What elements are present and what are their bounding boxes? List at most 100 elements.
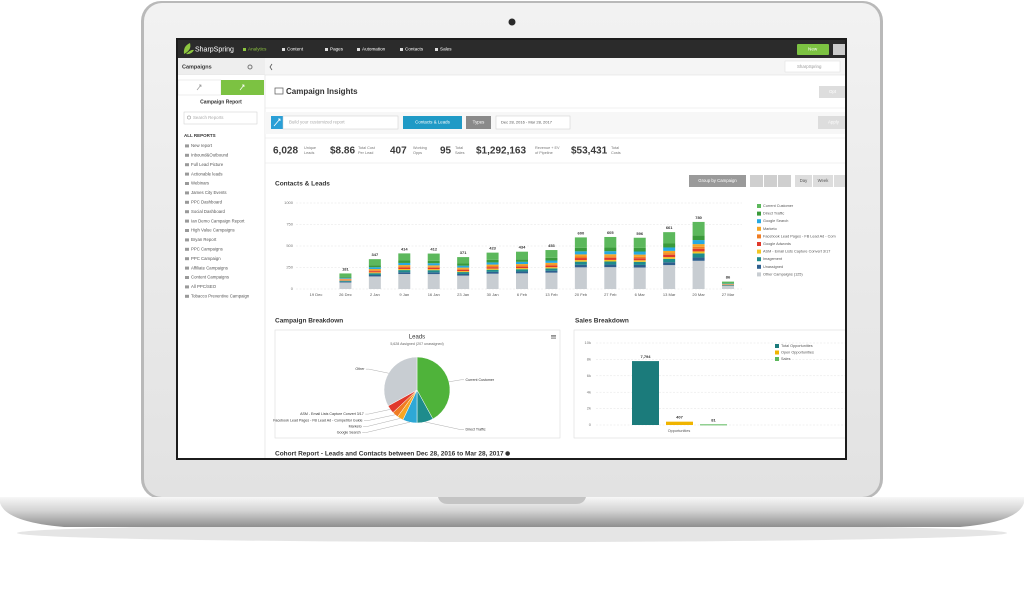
legend-swatch — [775, 344, 779, 348]
nav-item[interactable]: Content — [287, 47, 304, 52]
nav-user — [833, 44, 845, 55]
slice-label: Other — [355, 367, 365, 371]
leader-line — [448, 379, 464, 382]
slice-label: ASM - Email Lists Capture Convert 3/17 — [300, 412, 364, 416]
report-link[interactable]: Content Campaigns — [191, 275, 229, 280]
bar-segment — [663, 247, 676, 251]
x-tick-label: 30 Jan — [487, 292, 499, 297]
date-input[interactable] — [495, 115, 571, 130]
account-name: SharpSpring — [797, 64, 822, 69]
bar-segment — [663, 243, 676, 248]
legend-swatch — [757, 257, 761, 262]
chart-type-button[interactable] — [750, 175, 763, 187]
legend-label: Direct Traffic — [763, 212, 784, 216]
period-button[interactable] — [795, 175, 812, 187]
nav-item[interactable]: Sales — [440, 47, 452, 52]
bar-segment — [633, 237, 646, 248]
bar-segment — [604, 254, 617, 257]
report-link[interactable]: Tobacco Preventive Campaign — [191, 294, 250, 299]
report-link[interactable]: Full Lead Picture — [191, 162, 224, 167]
report-link[interactable]: Actionable leads — [191, 171, 223, 176]
nav-item[interactable]: Contacts — [405, 47, 424, 52]
bar-segment — [486, 259, 499, 263]
screen: SharpSpring Analytics Content Pages Automati… — [178, 40, 849, 458]
bar-segment — [633, 256, 646, 259]
y-tick-label: 6k — [587, 373, 591, 378]
gear-icon — [247, 64, 253, 70]
report-link[interactable]: Inbound&Outbound — [191, 153, 229, 158]
bar-segment — [574, 254, 587, 257]
chart-subtitle: 5,628 Assigned (207 unassigned) — [390, 342, 443, 346]
bar-segment — [368, 271, 381, 273]
builder-input[interactable] — [282, 115, 399, 130]
nav-item[interactable]: Analytics — [248, 47, 267, 52]
report-link[interactable]: PPC Campaign — [191, 256, 221, 261]
nav-icon — [435, 48, 438, 51]
bar-total-label: 780 — [695, 215, 702, 220]
legend-label: Facebook Lead Pages - FB Lead Ad - Com — [763, 234, 836, 238]
sidebar-tab-active[interactable] — [221, 80, 264, 95]
report-link[interactable]: New report — [191, 143, 213, 148]
report-link[interactable]: Ian Demo Campaign Report — [191, 218, 245, 223]
report-link[interactable]: PPC Dashboard — [191, 200, 223, 205]
new-button[interactable] — [797, 44, 829, 55]
bar-total-label: 434 — [519, 245, 526, 250]
kpi-label: of Pipeline — [535, 151, 553, 155]
bar-segment — [604, 247, 617, 252]
menu-icon — [551, 335, 556, 336]
bar-segment — [516, 265, 529, 267]
sidebar-tab[interactable] — [178, 79, 222, 96]
bar — [632, 361, 659, 425]
kpi-value: 95 — [440, 146, 452, 157]
bar-segment — [368, 273, 381, 275]
bar — [666, 421, 693, 425]
leader-line — [363, 418, 401, 427]
report-link[interactable]: All PPC/SEO — [191, 284, 217, 289]
kpi-value: 6,028 — [273, 146, 298, 157]
bar-segment — [486, 252, 499, 260]
report-link[interactable]: PPC Campaigns — [191, 247, 223, 252]
filter-button[interactable] — [403, 116, 462, 129]
bar-segment — [545, 265, 558, 268]
bar-segment — [604, 256, 617, 258]
new-button-label[interactable]: New — [808, 47, 818, 52]
period-button[interactable] — [813, 175, 833, 187]
report-icon — [185, 229, 189, 232]
bar-segment — [457, 271, 470, 273]
chart-type-button[interactable] — [778, 175, 791, 187]
options-button[interactable] — [819, 86, 849, 98]
page-title-icon — [274, 87, 284, 95]
report-link[interactable]: Affiliate Campaigns — [191, 265, 228, 270]
menu-icon — [551, 337, 556, 339]
bar-segment — [427, 260, 440, 264]
kpi-value: $8.86 — [330, 146, 355, 157]
bar-segment — [692, 260, 705, 289]
report-link[interactable]: Social Dashboard — [191, 209, 226, 214]
report-link[interactable]: High Value Campaigns — [191, 228, 235, 233]
y-tick-label: 500 — [286, 243, 293, 248]
period-button[interactable] — [834, 175, 846, 187]
bar-segment — [604, 236, 617, 248]
legend-swatch — [757, 272, 761, 277]
search-box[interactable] — [183, 111, 258, 125]
nav-item[interactable]: Pages — [330, 47, 344, 52]
types-button[interactable] — [466, 116, 491, 129]
pie-slice — [416, 356, 451, 420]
nav-item[interactable]: Automation — [362, 47, 386, 52]
report-link[interactable]: James City Events — [191, 190, 227, 195]
account-select[interactable] — [784, 60, 841, 73]
x-tick-label: 2 Jan — [370, 292, 380, 297]
group-by-button[interactable] — [689, 175, 746, 187]
legend-label: Google Adwords — [763, 242, 791, 246]
report-link[interactable]: Webinars — [191, 181, 209, 186]
apply-button[interactable] — [818, 116, 848, 129]
bar-segment — [427, 270, 440, 273]
report-link[interactable]: Bryan Report — [191, 237, 217, 242]
chart-type-button[interactable] — [764, 175, 777, 187]
bar-segment — [722, 281, 735, 284]
search-icon — [187, 115, 191, 120]
kpi-label: Total — [455, 146, 463, 150]
bar-total-label: 414 — [401, 246, 408, 251]
slice-label: Marketo — [349, 425, 362, 429]
